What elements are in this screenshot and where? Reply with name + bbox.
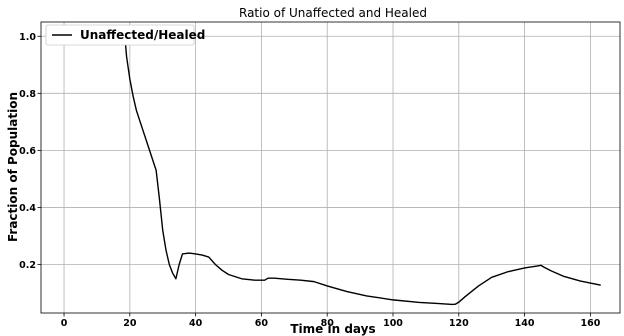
y-tick-label: 0.8 [19,89,36,100]
y-tick-label: 1.0 [19,32,36,43]
grid-lines [41,22,620,313]
x-axis-label: Time in days [290,322,375,336]
y-tick-label: 0.6 [19,146,36,157]
legend-label-unaffected-healed: Unaffected/Healed [80,28,205,42]
series-line-unaffected-healed [124,35,601,306]
x-tick-label: 40 [189,318,203,329]
x-tick-label: 160 [580,318,600,329]
x-tick-label: 60 [255,318,269,329]
legend: Unaffected/Healed [45,24,205,46]
y-axis-label: Fraction of Population [6,92,20,242]
x-tick-label: 80 [321,318,335,329]
x-tick-label: 140 [515,318,535,329]
x-tick-label: 20 [123,318,137,329]
x-tick-label: 120 [449,318,469,329]
x-tick-label: 0 [61,318,68,329]
y-tick-label: 0.2 [19,260,36,271]
y-tick-label: 0.4 [19,203,36,214]
legend-box [45,24,195,46]
plot-area-frame [40,21,621,314]
x-tick-label: 100 [383,318,403,329]
series-layer [124,35,601,306]
chart-title: Ratio of Unaffected and Healed [239,6,427,20]
axis-ticks: 0 20 40 60 80 100 120 140 160 0.2 0.4 0.6 0.8 1.0 [19,32,601,329]
